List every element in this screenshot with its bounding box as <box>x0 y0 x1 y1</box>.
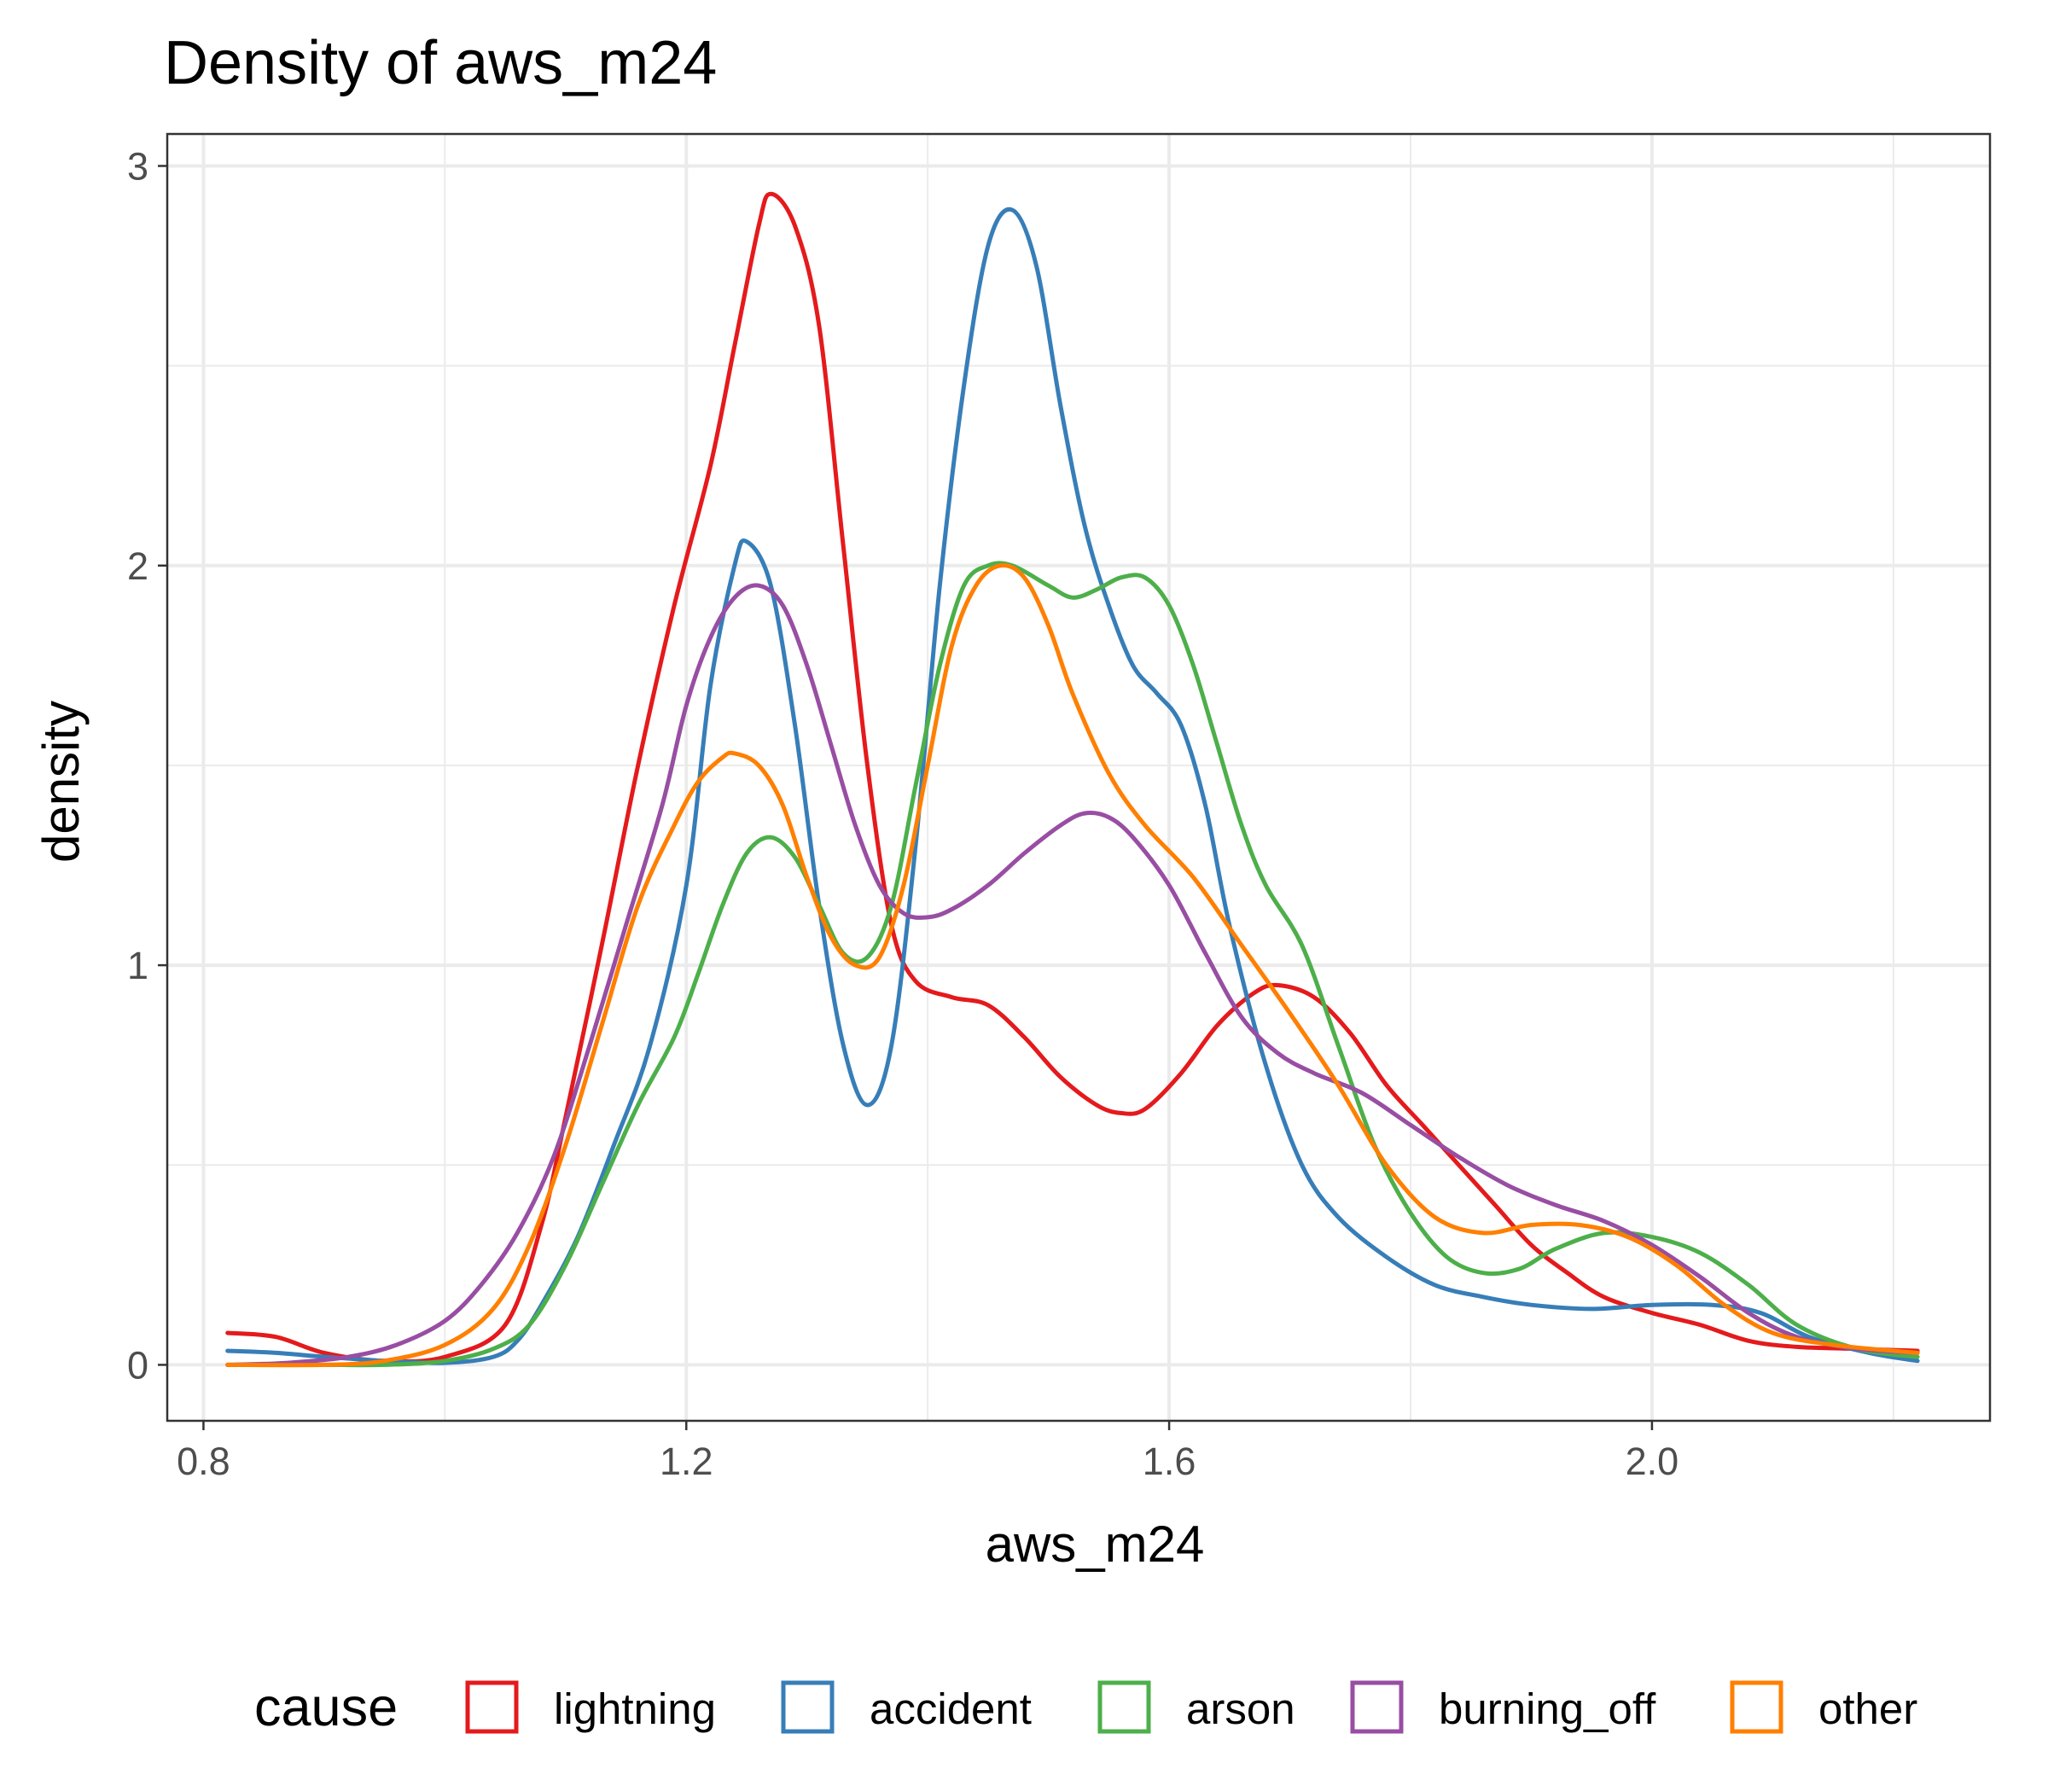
legend-label: other <box>1818 1684 1917 1733</box>
minor-gridlines <box>167 134 1990 1421</box>
major-gridlines <box>167 134 1990 1421</box>
y-tick-label: 1 <box>127 944 148 987</box>
plot-panel <box>166 132 1992 1423</box>
density-line-burning-off <box>225 583 1920 1367</box>
legend-item-burning-off: burning_off <box>1350 1680 1656 1734</box>
legend-item-arson: arson <box>1097 1680 1295 1734</box>
legend-label: accident <box>870 1684 1032 1733</box>
panel-border <box>166 132 1992 1423</box>
x-tick-label: 0.8 <box>177 1440 230 1483</box>
legend-key <box>1097 1680 1151 1734</box>
legend-label: arson <box>1186 1684 1295 1733</box>
density-line-arson <box>225 561 1920 1368</box>
y-axis-title: density <box>32 701 90 863</box>
x-axis: 0.8 1.2 1.6 2.0 <box>177 1421 1679 1483</box>
panel-background <box>167 134 1990 1421</box>
chart-title: Density of aws_m24 <box>164 29 717 97</box>
x-axis-title: aws_m24 <box>986 1516 1205 1573</box>
legend-item-lightning: lightning <box>465 1680 716 1734</box>
y-tick-label: 2 <box>127 544 148 588</box>
legend-item-accident: accident <box>781 1680 1032 1734</box>
legend-label: lightning <box>554 1684 716 1733</box>
y-axis: 0 1 2 3 <box>127 144 167 1387</box>
legend: cause lightning accident arson burning_off o… <box>254 1678 1917 1737</box>
legend-items: lightning accident arson burning_off other <box>465 1680 1917 1734</box>
legend-key <box>1350 1680 1404 1734</box>
legend-item-other: other <box>1730 1680 1917 1734</box>
density-line-other <box>225 562 1920 1368</box>
y-tick-label: 3 <box>127 144 148 188</box>
legend-key <box>1730 1680 1783 1734</box>
x-tick-label: 1.2 <box>660 1440 713 1483</box>
y-tick-label: 0 <box>127 1343 148 1387</box>
density-line-accident <box>225 207 1920 1365</box>
legend-key <box>465 1680 519 1734</box>
x-tick-label: 2.0 <box>1626 1440 1679 1483</box>
x-tick-label: 1.6 <box>1143 1440 1196 1483</box>
legend-label: burning_off <box>1439 1684 1656 1733</box>
legend-key <box>781 1680 835 1734</box>
density-curves <box>225 191 1920 1368</box>
legend-title: cause <box>254 1678 398 1737</box>
